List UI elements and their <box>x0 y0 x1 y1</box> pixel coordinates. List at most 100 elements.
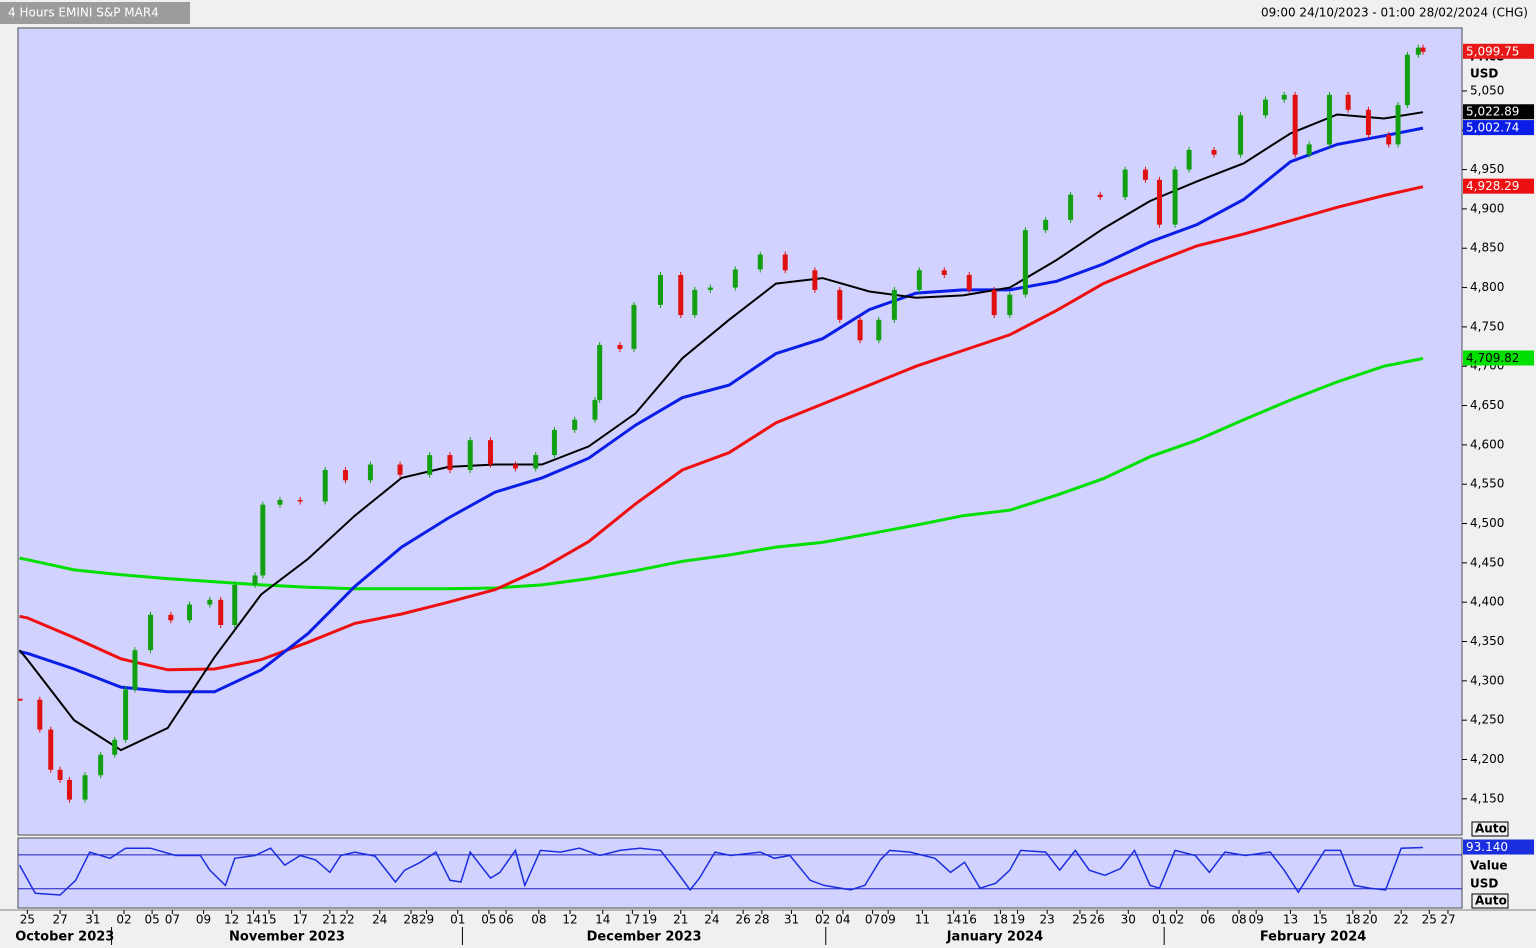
x-tick-label: 09 <box>196 913 211 927</box>
average-line <box>19 185 1424 672</box>
candle <box>1068 194 1074 220</box>
x-tick-label: 15 <box>261 913 276 927</box>
last-value-box <box>1463 178 1534 194</box>
osc-axis-label: Value <box>1470 859 1508 873</box>
candle <box>168 614 174 621</box>
y-tick-label: 4,650 <box>1470 398 1504 412</box>
average-line <box>19 126 1424 694</box>
last-value-box <box>1463 104 1534 120</box>
y-tick-label: 4,800 <box>1470 280 1504 294</box>
x-tick-label: 23 <box>1040 913 1055 927</box>
x-tick-label: 13 <box>1283 913 1298 927</box>
candle <box>1263 99 1269 116</box>
x-tick-label: 02 <box>815 913 830 927</box>
candle <box>812 270 818 290</box>
auto-label: Auto <box>1475 822 1507 836</box>
candle <box>1326 94 1332 145</box>
candle <box>48 729 54 770</box>
last-value: 4,928.29 <box>1466 179 1519 193</box>
candle <box>1022 230 1028 295</box>
candle <box>1281 94 1287 100</box>
candle <box>1404 54 1410 106</box>
candle <box>678 274 684 316</box>
x-tick-label: 02 <box>1169 913 1184 927</box>
x-tick-label: 28 <box>754 913 769 927</box>
x-tick-label: 22 <box>339 913 354 927</box>
y-tick-label: 4,200 <box>1470 752 1504 766</box>
candle <box>592 400 598 420</box>
x-tick-label: 14 <box>595 913 610 927</box>
main-marks <box>18 44 1426 803</box>
x-tick-label: 17 <box>625 913 640 927</box>
candle <box>597 344 603 401</box>
x-tick-label: 25 <box>20 913 35 927</box>
x-tick-label: 09 <box>881 913 896 927</box>
last-value-box <box>1463 120 1534 136</box>
candle <box>1415 47 1421 55</box>
month-label: November 2023 <box>229 930 345 945</box>
x-tick-label: 09 <box>1249 913 1264 927</box>
y-tick-label: 4,950 <box>1470 162 1504 176</box>
candle <box>66 779 72 800</box>
last-value-box <box>1463 350 1534 366</box>
month-label: January 2024 <box>946 930 1043 945</box>
x-tick-label: 06 <box>498 913 513 927</box>
candle <box>891 289 897 320</box>
candle <box>572 419 578 430</box>
candle <box>1238 115 1244 155</box>
candle <box>207 599 213 605</box>
x-tick-label: 21 <box>322 913 337 927</box>
y-tick-label: 4,400 <box>1470 595 1504 609</box>
candle <box>37 699 43 730</box>
x-tick-label: 28 <box>403 913 418 927</box>
last-price-box <box>1463 43 1534 59</box>
x-tick-label: 19 <box>642 913 657 927</box>
x-tick-label: 20 <box>1362 913 1377 927</box>
month-label: October 2023 <box>15 930 114 945</box>
osc-marks <box>18 846 1462 896</box>
candle <box>132 650 138 690</box>
average-line <box>18 111 1424 752</box>
candle <box>447 455 453 471</box>
x-tick-label: 01 <box>450 913 465 927</box>
candle <box>617 344 623 349</box>
month-label: December 2023 <box>587 930 702 945</box>
x-tick-label: 05 <box>481 913 496 927</box>
x-tick-label: 26 <box>735 913 750 927</box>
overlay: 4,150 4,200 4,250 4,300 4,350 4,400 4,450 4,500… <box>15 43 1534 945</box>
x-tick-label: 15 <box>1312 913 1327 927</box>
candle <box>1292 94 1298 155</box>
candle <box>1142 169 1148 180</box>
x-tick-label: 26 <box>1089 913 1104 927</box>
candle <box>260 504 266 576</box>
candle <box>512 464 518 469</box>
x-tick-label: 19 <box>1010 913 1025 927</box>
x-tick-label: 07 <box>165 913 180 927</box>
candle <box>1186 149 1192 170</box>
x-tick-label: 04 <box>835 913 850 927</box>
candle <box>757 254 763 270</box>
candle <box>487 440 493 465</box>
average-line <box>19 357 1424 591</box>
candle <box>1306 144 1312 155</box>
osc-plot <box>17 837 1463 909</box>
x-tick-label: 17 <box>293 913 308 927</box>
auto-button <box>1471 821 1509 837</box>
candle <box>966 274 972 290</box>
x-tick-label: 06 <box>1200 913 1215 927</box>
x-tick-label: 24 <box>704 913 719 927</box>
candle <box>1420 47 1426 52</box>
x-tick-label: 12 <box>562 913 577 927</box>
candle <box>1345 94 1351 110</box>
candle <box>82 775 88 800</box>
title-box <box>0 2 190 24</box>
x-tick-label: 29 <box>419 913 434 927</box>
candle <box>218 599 224 625</box>
candle <box>1043 219 1049 231</box>
candle <box>692 289 698 316</box>
candle <box>991 289 997 316</box>
y-tick-label: 4,500 <box>1470 516 1504 530</box>
x-tick-label: 14 <box>246 913 261 927</box>
